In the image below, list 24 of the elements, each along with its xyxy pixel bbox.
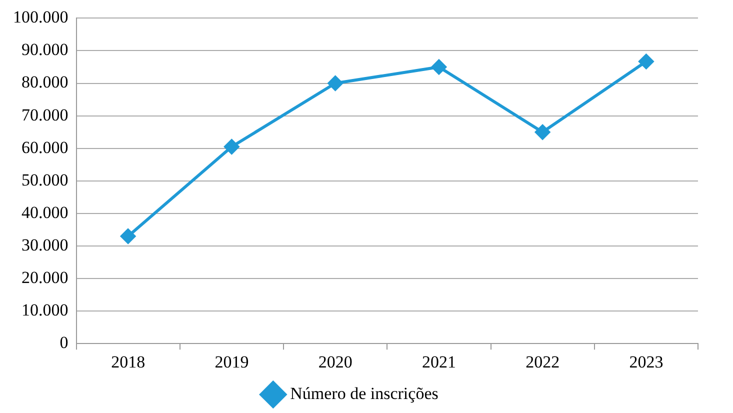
point <box>431 60 446 75</box>
y-tick-label: 100.000 <box>13 8 68 27</box>
x-tick-label: 2023 <box>629 352 664 372</box>
x-tick-label: 2021 <box>422 352 456 372</box>
y-tick-label: 40.000 <box>22 202 68 222</box>
y-tick-label: 50.000 <box>22 170 68 190</box>
point <box>120 228 136 244</box>
x-tick-label: 2019 <box>214 352 249 372</box>
y-tick-label: 90.000 <box>22 40 68 60</box>
y-tick-label: 60.000 <box>22 138 68 157</box>
y-tick-label: 30.000 <box>22 235 68 254</box>
y-tick-label: 70.000 <box>22 105 68 124</box>
x-tick-label: 2018 <box>111 352 146 372</box>
point <box>224 139 240 154</box>
legend-label: Número de inscrições <box>290 384 438 403</box>
y-tick-label: 20.000 <box>22 268 68 287</box>
y-tick-label: 80.000 <box>22 72 68 92</box>
point <box>535 124 550 140</box>
y-tick-label: 10.000 <box>22 300 68 320</box>
point <box>328 76 343 91</box>
x-tick-label: 2022 <box>526 352 560 372</box>
y-tick-label: 0 <box>60 333 68 352</box>
x-tick-label: 2020 <box>318 352 352 372</box>
point <box>638 54 654 69</box>
